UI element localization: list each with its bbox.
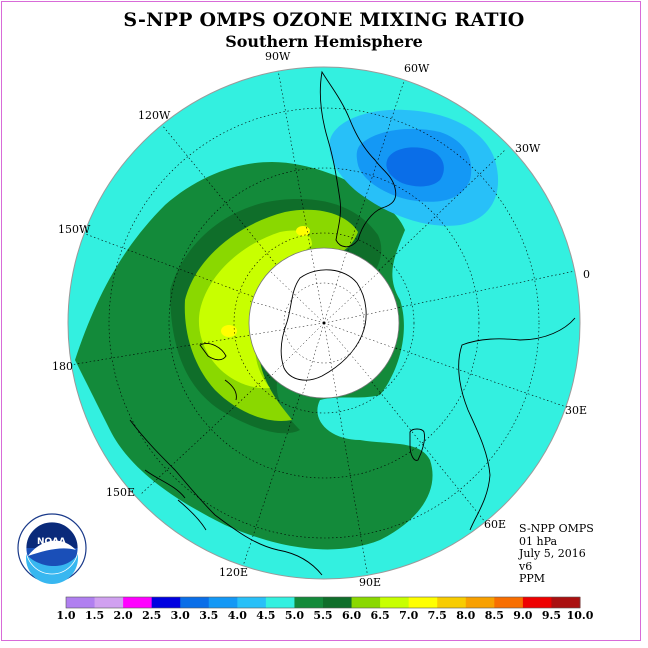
legend-tick-label: 4.5	[256, 609, 276, 622]
lon-label-90e: 90E	[359, 576, 382, 589]
lon-label-30e: 30E	[565, 404, 588, 417]
legend-swatch	[265, 597, 295, 608]
legend-swatch	[151, 597, 181, 608]
legend-tick-label: 1.0	[56, 609, 76, 622]
image-frame	[1, 1, 641, 641]
map-title: S-NPP OMPS OZONE MIXING RATIO	[123, 9, 525, 31]
legend-swatch	[180, 597, 210, 608]
legend-colorbar	[65, 596, 581, 609]
lon-label-60w: 60W	[404, 62, 430, 75]
lon-label-120w: 120W	[138, 109, 171, 122]
info-units: PPM	[519, 572, 546, 585]
legend-swatch	[522, 597, 552, 608]
product-info: S-NPP OMPS 01 hPa July 5, 2016 v6 PPM	[519, 522, 594, 586]
legend-swatch	[323, 597, 353, 608]
legend-tick-label: 3.0	[170, 609, 190, 622]
legend-swatch	[408, 597, 438, 608]
legend-tick-label: 7.5	[427, 609, 447, 622]
info-product: S-NPP OMPS	[519, 522, 594, 535]
polar-cap-grid	[249, 249, 399, 398]
lon-label-30w: 30W	[515, 142, 541, 155]
lon-label-150e: 150E	[106, 486, 136, 499]
noaa-logo	[17, 513, 87, 584]
contour-3-0	[386, 147, 444, 187]
legend-tick-label: 8.5	[484, 609, 504, 622]
legend-tick-label: 9.5	[541, 609, 562, 622]
legend-tick-label: 5.5	[313, 609, 333, 622]
africa-outline	[458, 317, 576, 531]
legend-swatch	[351, 597, 381, 608]
legend-tick-label: 2.5	[142, 609, 162, 622]
map-subtitle: Southern Hemisphere	[225, 32, 423, 51]
info-version: v6	[519, 559, 533, 573]
lon-label-60e: 60E	[484, 518, 507, 531]
lon-label-0: 0	[583, 268, 590, 281]
antarctica-coast	[280, 269, 367, 381]
legend-swatch	[94, 597, 124, 608]
legend-swatch	[380, 597, 410, 608]
legend-swatch	[208, 597, 238, 608]
legend-tick-label: 6.5	[370, 609, 390, 622]
legend-tick-label: 4.0	[227, 609, 247, 622]
contour-7-0-b	[296, 226, 310, 236]
noaa-logo-text: NOAA	[37, 537, 66, 547]
south-america-outline	[319, 70, 397, 248]
legend-tick-label: 10.0	[566, 609, 594, 622]
south-pole-dot	[322, 321, 326, 325]
legend-swatch	[494, 597, 524, 608]
lon-label-90w: 90W	[265, 50, 291, 63]
contour-7-0-a	[221, 325, 237, 337]
lon-label-180: 180	[52, 360, 73, 373]
legend-swatch	[294, 597, 324, 608]
legend-swatch	[237, 597, 267, 608]
new-zealand-outline	[199, 343, 237, 401]
madagascar-outline	[409, 428, 425, 461]
legend-swatch	[123, 597, 153, 608]
info-level: 01 hPa	[519, 534, 558, 548]
legend-tick-label: 5.0	[284, 609, 305, 622]
legend-tick-label: 1.5	[84, 609, 105, 622]
legend-swatch	[551, 597, 581, 608]
legend-tick-label: 8.0	[456, 609, 476, 622]
legend-swatch	[437, 597, 467, 608]
legend-border	[65, 596, 581, 609]
legend-swatch	[66, 597, 96, 608]
legend-tick-label: 7.0	[399, 609, 419, 622]
lon-label-120e: 120E	[219, 566, 249, 579]
graticule	[69, 69, 580, 579]
info-date: July 5, 2016	[519, 547, 586, 560]
legend-tick-label: 3.5	[199, 609, 219, 622]
lon-label-150w: 150W	[58, 223, 91, 236]
australia-outline	[129, 419, 323, 576]
legend-swatch	[465, 597, 495, 608]
legend-tick-label: 9.0	[513, 609, 533, 622]
legend-tick-label: 2.0	[113, 609, 133, 622]
legend-tick-label: 6.0	[341, 609, 362, 622]
